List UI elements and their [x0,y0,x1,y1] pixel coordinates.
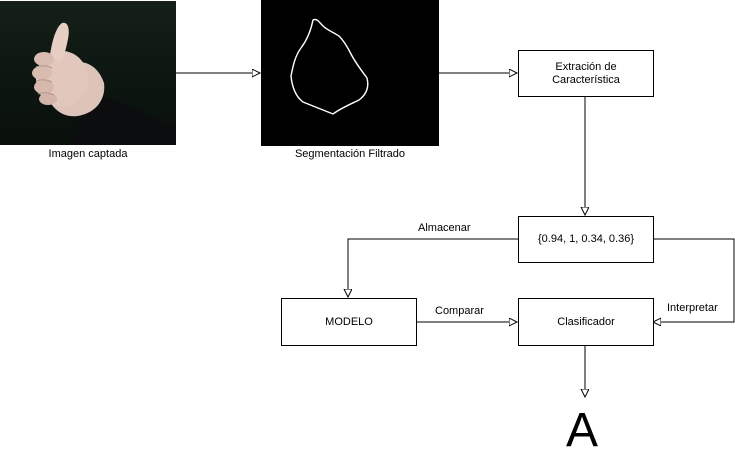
arrow-features-to-classifier [653,238,735,322]
classifier-node: Clasificador [518,298,654,346]
interpret-edge-label: Interpretar [667,302,718,314]
captured-image-caption: Imagen captada [48,148,128,160]
compare-edge-label: Comparar [435,305,484,317]
captured-hand-image [0,1,176,145]
segmented-image-caption: Segmentación Filtrado [294,148,406,160]
feature-vector-node: {0.94, 1, 0.34, 0.36} [518,216,654,263]
store-edge-label: Almacenar [418,222,471,234]
feature-extraction-node: Extración de Característica [518,50,654,97]
arrow-features-to-model [348,238,518,297]
model-node: MODELO [281,298,417,346]
segmented-contour-image [261,0,439,146]
recognized-letter-output: A [566,404,599,457]
